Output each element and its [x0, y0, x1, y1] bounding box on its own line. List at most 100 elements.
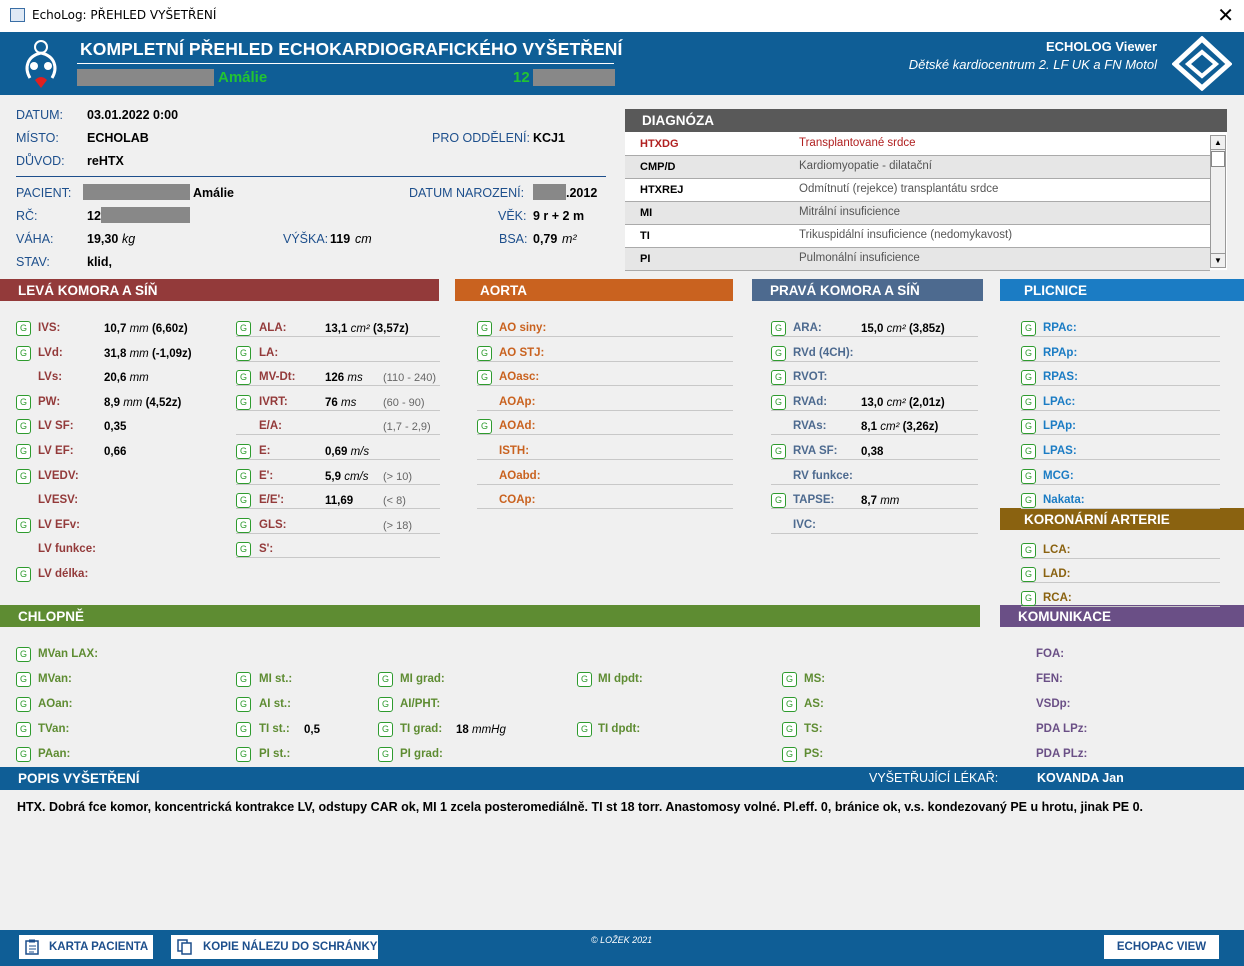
plicnice-7-label: Nakata: [1043, 494, 1085, 506]
lk2-7-graph-button[interactable]: G [236, 493, 251, 508]
diagnosis-row[interactable]: HTXDG Transplantované srdce [625, 133, 1210, 156]
popis-header: POPIS VYŠETŘENÍ VYŠETŘUJÍCÍ LÉKAŘ: KOVAN… [0, 767, 1244, 790]
vek-label: VĚK: [498, 209, 527, 223]
lk1-8-label: LV EFv: [38, 519, 80, 531]
chl1-1-graph-button[interactable]: G [16, 697, 31, 712]
diagnosis-scrollbar[interactable]: ▲ ▼ [1210, 135, 1226, 268]
chl3-3-graph-button[interactable]: G [378, 747, 393, 762]
diagnosis-row[interactable]: PI Pulmonální insuficience [625, 248, 1210, 271]
lk2-3-graph-button[interactable]: G [236, 395, 251, 410]
lk2-5-graph-button[interactable]: G [236, 444, 251, 459]
koronarni-0-graph-button[interactable]: G [1021, 543, 1036, 558]
title-underline [77, 63, 614, 64]
chl2-2-graph-button[interactable]: G [236, 722, 251, 737]
chl3-0-graph-button[interactable]: G [378, 672, 393, 687]
chl1-2-label: TVan: [38, 723, 70, 735]
aorta-4-graph-button[interactable]: G [477, 419, 492, 434]
chl2-3-graph-button[interactable]: G [236, 747, 251, 762]
plicnice-6-graph-button[interactable]: G [1021, 469, 1036, 484]
lk2-8-graph-button[interactable]: G [236, 518, 251, 533]
lk1-4-graph-button[interactable]: G [16, 419, 31, 434]
pk-1-graph-button[interactable]: G [771, 346, 786, 361]
scroll-up-icon[interactable]: ▲ [1211, 136, 1225, 150]
chl3-2-graph-button[interactable]: G [378, 722, 393, 737]
pk-5-label: RVA SF: [793, 445, 838, 457]
pk-5-graph-button[interactable]: G [771, 444, 786, 459]
plicnice-4-graph-button[interactable]: G [1021, 419, 1036, 434]
pk-2-graph-button[interactable]: G [771, 370, 786, 385]
close-icon[interactable]: ✕ [1217, 3, 1234, 27]
pk-4-value: 8,1 cm² (3,26z) [861, 421, 939, 433]
lk1-10-graph-button[interactable]: G [16, 567, 31, 582]
chl1-0-graph-button[interactable]: G [16, 672, 31, 687]
section-komunikace: KOMUNIKACE [1000, 605, 1244, 627]
lk1-1-graph-button[interactable]: G [16, 346, 31, 361]
lk1-2-label: LVs: [38, 371, 63, 383]
aorta-1-graph-button[interactable]: G [477, 346, 492, 361]
lk1-0-graph-button[interactable]: G [16, 321, 31, 336]
lk2-0-graph-button[interactable]: G [236, 321, 251, 336]
karta-pacienta-button[interactable]: KARTA PACIENTA [18, 934, 154, 960]
plicnice-3-graph-button[interactable]: G [1021, 395, 1036, 410]
pk-7-value: 8,7 mm [861, 495, 900, 507]
row-divider [236, 410, 440, 411]
diagnosis-row[interactable]: TI Trikuspidální insuficience (nedomykavo… [625, 225, 1210, 248]
echopac-view-button[interactable]: ECHOPAC VIEW [1103, 934, 1220, 960]
kopie-nalezu-button[interactable]: KOPIE NÁLEZU DO SCHRÁNKY [170, 934, 379, 960]
lk1-0-label: IVS: [38, 322, 61, 334]
chl1-2-graph-button[interactable]: G [16, 722, 31, 737]
chl5-2-label: TS: [804, 723, 823, 735]
chl5-2-graph-button[interactable]: G [782, 722, 797, 737]
chl2-2-value: 0,5 [304, 724, 320, 736]
diagnosis-row[interactable]: MI Mitrální insuficience [625, 202, 1210, 225]
chl5-1-graph-button[interactable]: G [782, 697, 797, 712]
plicnice-7-graph-button[interactable]: G [1021, 493, 1036, 508]
aorta-0-graph-button[interactable]: G [477, 321, 492, 336]
section-koronarni: KORONÁRNÍ ARTERIE [1000, 508, 1244, 530]
chl1-3-graph-button[interactable]: G [16, 747, 31, 762]
lk1-5-graph-button[interactable]: G [16, 444, 31, 459]
scroll-thumb[interactable] [1211, 151, 1225, 167]
chl3-1-graph-button[interactable]: G [378, 697, 393, 712]
pk-0-graph-button[interactable]: G [771, 321, 786, 336]
plicnice-2-graph-button[interactable]: G [1021, 370, 1036, 385]
duvod-value: reHTX [87, 154, 124, 168]
chl5-3-graph-button[interactable]: G [782, 747, 797, 762]
chl2-0-graph-button[interactable]: G [236, 672, 251, 687]
pk-3-graph-button[interactable]: G [771, 395, 786, 410]
pk-7-graph-button[interactable]: G [771, 493, 786, 508]
diagnosis-row[interactable]: CMP/D Kardiomyopatie - dilatační [625, 156, 1210, 179]
aorta-2-graph-button[interactable]: G [477, 370, 492, 385]
scroll-down-icon[interactable]: ▼ [1211, 253, 1225, 267]
row-divider [236, 459, 440, 460]
lk2-6-graph-button[interactable]: G [236, 469, 251, 484]
chl4-2-graph-button[interactable]: G [577, 722, 592, 737]
koronarni-1-graph-button[interactable]: G [1021, 567, 1036, 582]
diagnosis-row[interactable]: HTXREJ Odmítnutí (rejekce) transplantátu … [625, 179, 1210, 202]
diagnosis-desc: Kardiomyopatie - dilatační [799, 160, 932, 172]
chl5-0-graph-button[interactable]: G [782, 672, 797, 687]
lk2-1-graph-button[interactable]: G [236, 346, 251, 361]
plicnice-1-graph-button[interactable]: G [1021, 346, 1036, 361]
plicnice-5-graph-button[interactable]: G [1021, 444, 1036, 459]
lk1-6-graph-button[interactable]: G [16, 469, 31, 484]
lk1-3-value: 8,9 mm (4,52z) [104, 397, 182, 409]
diagnosis-code: MI [640, 207, 653, 219]
narozeni-value: .2012 [566, 186, 598, 200]
pk-4-label: RVAs: [793, 420, 827, 432]
pk-3-label: RVAd: [793, 396, 828, 408]
lekar-label: VYŠETŘUJÍCÍ LÉKAŘ: [869, 771, 999, 785]
chl2-1-graph-button[interactable]: G [236, 697, 251, 712]
koronarni-2-graph-button[interactable]: G [1021, 591, 1036, 606]
plicnice-0-graph-button[interactable]: G [1021, 321, 1036, 336]
lk2-9-graph-button[interactable]: G [236, 542, 251, 557]
mvanlax-graph-button[interactable]: G [16, 647, 31, 662]
lk1-8-graph-button[interactable]: G [16, 518, 31, 533]
copy-icon [177, 939, 192, 955]
lk2-2-graph-button[interactable]: G [236, 370, 251, 385]
row-divider [771, 484, 978, 485]
lk1-3-graph-button[interactable]: G [16, 395, 31, 410]
chl4-0-graph-button[interactable]: G [577, 672, 592, 687]
lk2-3-label: IVRT: [259, 396, 288, 408]
lk2-5-value: 0,69 m/s [325, 446, 370, 458]
